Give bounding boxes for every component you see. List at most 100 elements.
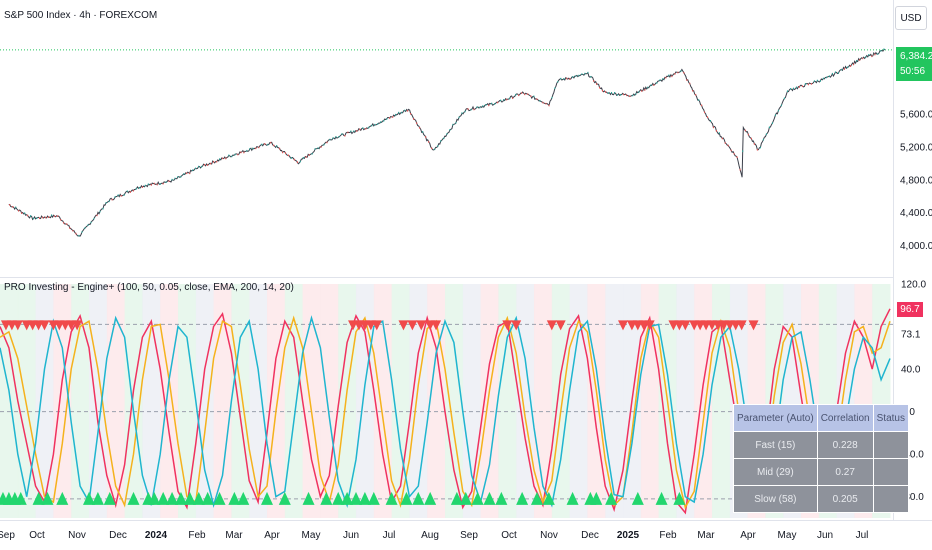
header-correlation: Correlation [816, 404, 874, 432]
oscillator-band [480, 284, 499, 518]
buy-marker [320, 491, 333, 505]
param-correlation: 0.228 [816, 431, 874, 459]
oscillator-band [462, 284, 482, 518]
param-name: Slow (58) [733, 485, 818, 513]
buy-marker [157, 491, 170, 505]
sell-marker [511, 320, 522, 331]
sell-marker [644, 320, 655, 331]
time-tick-label: May [302, 530, 321, 541]
buy-marker [631, 491, 644, 505]
time-tick-label: Oct [501, 530, 517, 541]
oscillator-band [231, 284, 250, 518]
table-row: Fast (15) 0.228 [733, 431, 909, 459]
time-tick-label: Dec [109, 530, 127, 541]
time-tick-label: Jun [343, 530, 359, 541]
buy-marker [655, 491, 668, 505]
time-axis[interactable]: Sep Oct Nov Dec 2024 Feb Mar Apr May Jun Jul Aug Sep… [0, 530, 868, 541]
buy-marker [590, 491, 603, 505]
sell-marker [12, 320, 23, 331]
time-tick-label: Feb [659, 530, 677, 541]
oscillator-tick-label: -80.0 [901, 492, 924, 503]
oscillator-band [391, 284, 410, 518]
header-status: Status [872, 404, 909, 432]
table-row: Mid (29) 0.27 [733, 458, 909, 486]
sell-marker [555, 320, 566, 331]
time-tick-label: Mar [697, 530, 715, 541]
param-status [872, 485, 909, 513]
oscillator-band [551, 284, 571, 518]
buy-marker [673, 491, 686, 505]
time-tick-label: Jun [817, 530, 833, 541]
price-tick-label: 5,200.0 [900, 143, 932, 154]
oscillator-band [267, 284, 286, 518]
oscillator-band [427, 284, 446, 518]
buy-marker [483, 491, 496, 505]
price-series[interactable] [8, 48, 886, 237]
buy-marker [148, 491, 161, 505]
price-tick-label: 4,400.0 [900, 208, 932, 219]
param-name: Fast (15) [733, 431, 818, 459]
time-tick-label: Apr [264, 530, 280, 541]
buy-marker [91, 491, 104, 505]
oscillator-band [356, 284, 375, 518]
currency-button[interactable]: USD [895, 6, 927, 30]
sell-marker [502, 320, 513, 331]
param-name: Mid (29) [733, 458, 818, 486]
oscillator-band [142, 284, 161, 518]
buy-marker [201, 491, 214, 505]
param-status [872, 431, 909, 459]
oscillator-band [53, 284, 72, 518]
buy-marker [332, 491, 345, 505]
time-tick-label: Dec [581, 530, 599, 541]
oscillator-tick-label: 120.0 [901, 280, 926, 291]
time-tick-label: Jul [383, 530, 396, 541]
price-axis[interactable]: 5,600.0 5,200.0 4,800.0 4,400.0 4,000.0 [900, 110, 932, 252]
buy-marker [127, 491, 140, 505]
buy-marker [228, 491, 241, 505]
sell-marker [398, 320, 409, 331]
buy-marker [56, 491, 69, 505]
oscillator-band [373, 284, 393, 518]
buy-marker [530, 491, 543, 505]
param-correlation: 0.205 [816, 485, 874, 513]
oscillator-band [320, 284, 339, 518]
oscillator-band [178, 284, 197, 518]
price-tick-label: 4,800.0 [900, 175, 932, 186]
sell-marker [371, 320, 382, 331]
oscillator-band [249, 284, 268, 518]
buy-marker [350, 491, 362, 505]
buy-marker [412, 491, 425, 505]
header-parameter: Parameter (Auto) [733, 404, 818, 432]
param-correlation: 0.27 [816, 458, 874, 486]
oscillator-band [302, 284, 321, 518]
oscillator-band [516, 284, 535, 518]
oscillator-tick-label: 40.0 [901, 365, 921, 376]
oscillator-band [498, 284, 517, 518]
time-tick-label: Nov [540, 530, 558, 541]
sell-marker [407, 320, 418, 331]
symbol-title[interactable]: S&P 500 Index · 4h · FOREXCOM [4, 10, 158, 21]
buy-marker [302, 491, 315, 505]
buy-marker [450, 491, 463, 505]
oscillator-band [0, 284, 19, 518]
sell-marker [736, 320, 747, 331]
time-tick-label: Mar [225, 530, 243, 541]
oscillator-band [587, 284, 606, 518]
last-price-tag: 6,384.2 50:56 [896, 47, 932, 81]
time-tick-label: Oct [29, 530, 45, 541]
buy-marker [471, 491, 484, 505]
buy-marker [192, 491, 205, 505]
sell-marker [618, 320, 628, 331]
signal-markers [0, 320, 882, 505]
indicator-title[interactable]: PRO Investing - Engine+ (100, 50, 0.05, … [4, 282, 294, 293]
buy-marker [385, 491, 398, 505]
time-tick-label: Nov [68, 530, 86, 541]
oscillator-band [338, 284, 357, 518]
buy-marker [41, 491, 54, 505]
buy-marker [367, 491, 380, 505]
buy-marker [83, 491, 95, 505]
table-row: Slow (58) 0.205 [733, 485, 909, 513]
buy-marker [166, 491, 179, 505]
last-price-value: 6,384.2 [900, 51, 932, 62]
buy-marker [14, 491, 27, 505]
